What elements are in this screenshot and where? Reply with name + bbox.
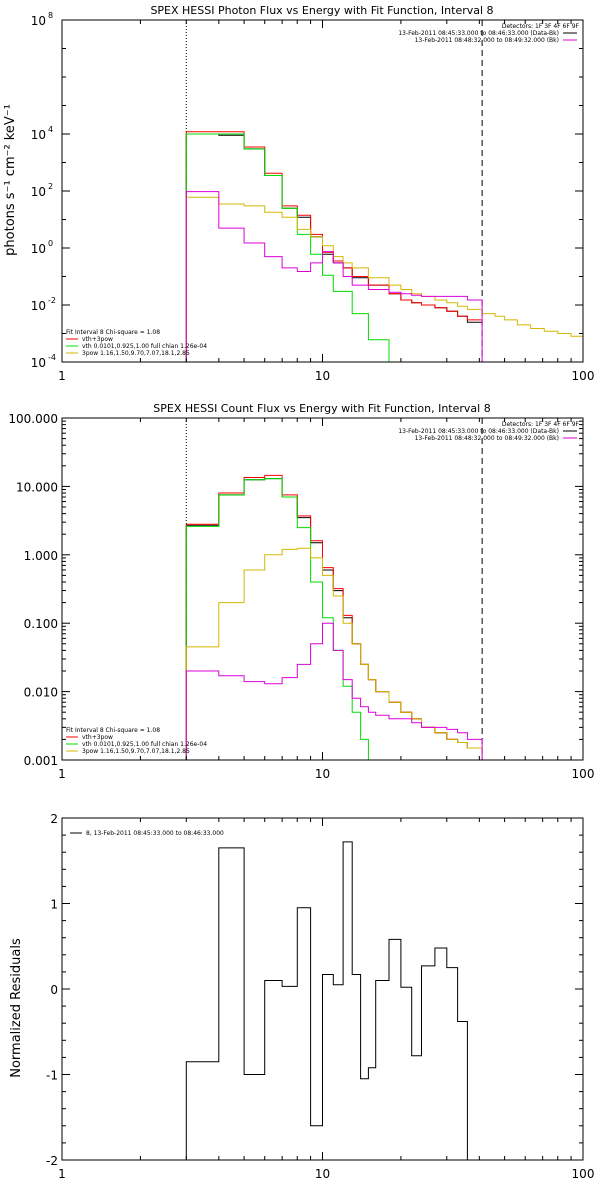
p1-y-tick-label: 0.001: [24, 754, 58, 768]
p2-y-tick-label: 0: [50, 983, 58, 997]
photon-flux-panel: SPEX HESSI Photon Flux vs Energy with Fi…: [3, 4, 594, 383]
residuals-panel: Normalized Residuals -2 -1 0 1 2 1 10 100 8, 13…: [9, 812, 594, 1181]
photon-chart-title: SPEX HESSI Photon Flux vs Energy with Fi…: [150, 4, 493, 17]
photon-axes: 10 -410 -210 010 210 410 81 10 100: [31, 11, 595, 383]
p2-y-tick-label: 2: [50, 812, 58, 826]
p0-y-tick-exponent: 8: [48, 11, 53, 20]
p2-y-tick-label: -2: [46, 1154, 58, 1168]
p1-x-tick-label: 100: [572, 767, 595, 781]
p1-series-vth-3pow: [185, 474, 483, 760]
p0-y-tick-exponent: -2: [48, 296, 56, 305]
p0-legend-left-item: 3pow 1.16,1.50,9.70,7.07,18.1,2.85: [82, 350, 190, 357]
p0-series-vth: [185, 133, 401, 363]
p0-legend-left-item: Fit Interval 8 Chi-square = 1.08: [66, 329, 160, 336]
p1-legend-right-item: 13-Feb-2011 08:48:32.000 to 08:49:32.000…: [415, 435, 559, 442]
p0-series-vth-3pow: [185, 131, 483, 362]
p1-y-tick-label: 1.000: [24, 549, 58, 563]
p0-series-bk: [185, 191, 483, 362]
count-chart-title: SPEX HESSI Count Flux vs Energy with Fit…: [153, 402, 490, 415]
p0-y-tick-label: 10: [31, 242, 46, 256]
p1-legend-left-item: vth+3pow: [82, 734, 113, 741]
p1-legend-left-item: 3pow 1.16,1.50,9.70,7.07,18.1,2.85: [82, 748, 190, 755]
p0-x-tick-label: 10: [315, 369, 330, 383]
count-axes: 0.001 0.010 0.100 1.000 10.000 100.000 1 10 100: [8, 412, 594, 781]
p0-y-tick-exponent: 4: [48, 125, 53, 134]
count-data-layer: [185, 418, 505, 761]
photon-plot-frame: [61, 19, 584, 363]
p1-legend-right-item: Detectors: 1F 3F 4F 6F 9F: [502, 421, 580, 428]
p1-legend-left-item: vth 0.0101,0.925,1.00 full chian 1.26e-0…: [82, 741, 207, 748]
p2-x-tick-label: 100: [572, 1167, 595, 1181]
p0-series-3pow: [185, 196, 583, 362]
p0-y-tick-label: 10: [31, 128, 46, 142]
residuals-axes: -2 -1 0 1 2 1 10 100: [46, 812, 594, 1181]
p1-y-tick-label: 10.000: [16, 480, 58, 494]
p1-series-data-bk: [185, 478, 483, 760]
p0-y-tick-exponent: -4: [48, 353, 56, 362]
p0-x-tick-label: 1: [58, 369, 66, 383]
p1-y-tick-label: 0.100: [24, 617, 58, 631]
p0-legend-right-item: 13-Feb-2011 08:45:33.000 to 08:46:33.000…: [398, 30, 559, 37]
residuals-y-axis-label: Normalized Residuals: [9, 938, 24, 1078]
p1-y-tick-label: 0.010: [24, 686, 58, 700]
p2-legend-item: 8, 13-Feb-2011 08:45:33.000 to 08:46:33.…: [86, 830, 224, 837]
photon-y-axis-label: photons s⁻¹ cm⁻² keV⁻¹: [3, 104, 18, 256]
p2-x-tick-label: 10: [315, 1167, 330, 1181]
p0-y-tick-exponent: 0: [48, 239, 53, 248]
p1-y-tick-label: 100.000: [8, 412, 58, 426]
p0-y-tick-label: 10: [31, 185, 46, 199]
p2-series-8-13-feb-2011-08-45-33-000-to-08-46-33-000: [185, 841, 468, 1160]
p1-x-tick-label: 1: [58, 767, 66, 781]
p0-legend-left-item: vth 0.0101,0.925,1.00 full chian 1.26e-0…: [82, 343, 207, 350]
p1-x-tick-label: 10: [315, 767, 330, 781]
p1-legend-left-item: Fit Interval 8 Chi-square = 1.08: [66, 727, 160, 734]
p0-y-tick-exponent: 2: [48, 182, 53, 191]
p1-series-3pow: [185, 547, 505, 761]
p2-y-tick-label: -1: [46, 1069, 58, 1083]
p0-legend-left-item: vth+3pow: [82, 336, 113, 343]
p0-series-data-bk: [185, 133, 483, 362]
p0-x-tick-label: 100: [572, 369, 595, 383]
p1-legend-right-item: 13-Feb-2011 08:45:33.000 to 08:46:33.000…: [398, 428, 559, 435]
p2-x-tick-label: 1: [58, 1167, 66, 1181]
p0-legend-right-item: Detectors: 1F 3F 4F 6F 9F: [502, 23, 580, 30]
p1-series-vth: [185, 478, 389, 761]
p0-legend-right-item: 13-Feb-2011 08:48:32.000 to 08:49:32.000…: [415, 37, 559, 44]
count-flux-panel: SPEX HESSI Count Flux vs Energy with Fit…: [8, 402, 594, 781]
photon-data-layer: [185, 20, 583, 363]
residuals-legend: 8, 13-Feb-2011 08:45:33.000 to 08:46:33.…: [70, 830, 224, 837]
p0-y-tick-label: 10: [31, 14, 46, 28]
p1-series-bk: [185, 622, 483, 760]
p0-y-tick-label: 10: [31, 299, 46, 313]
p0-y-tick-label: 10: [31, 356, 46, 370]
p2-y-tick-label: 1: [50, 898, 58, 912]
residuals-data-layer: [185, 841, 468, 1160]
